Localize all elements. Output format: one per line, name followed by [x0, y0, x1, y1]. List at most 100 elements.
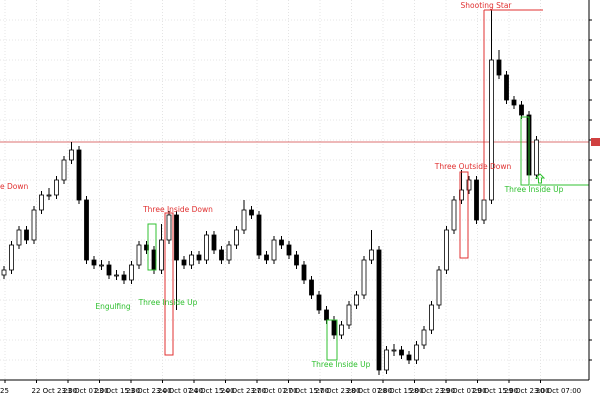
candle-body — [391, 349, 397, 352]
candle-body — [301, 264, 307, 281]
candle-body — [61, 159, 67, 181]
candle-body — [511, 99, 517, 106]
candle-body — [294, 254, 299, 266]
candle-body — [534, 139, 539, 176]
pattern-label: Three Inside Up — [138, 298, 198, 307]
candle-body — [114, 274, 119, 277]
candle-body — [421, 329, 427, 346]
candle-body — [384, 349, 389, 371]
candle-body — [279, 239, 284, 246]
candle-body — [249, 209, 254, 216]
x-tick-label: 25 — [0, 387, 9, 395]
candle-body — [84, 199, 89, 261]
x-tick-label: 23 Oct 23:00 — [126, 387, 172, 395]
pattern-box — [147, 223, 157, 271]
pattern-label: Three Inside Up — [504, 185, 564, 194]
arrow-icon — [534, 173, 546, 184]
candle-body — [376, 249, 382, 371]
candle-body — [504, 74, 509, 101]
candle-body — [324, 309, 329, 321]
candle-body — [489, 59, 494, 201]
pattern-label: Three Outside Down — [434, 162, 512, 171]
candle-body — [69, 149, 74, 161]
pattern-label: Engulfing — [95, 302, 131, 311]
candle-body — [444, 229, 449, 271]
candle-body — [174, 214, 179, 261]
candle-body — [54, 179, 59, 196]
candle-body — [481, 199, 487, 221]
x-tick-label: 22 Oct 23:00 — [32, 387, 78, 395]
candle-body — [286, 244, 292, 256]
candle-body — [399, 349, 404, 356]
candle-body — [271, 239, 277, 261]
x-tick-label: 28 Oct 07:00 — [347, 387, 393, 395]
candle-body — [99, 264, 104, 267]
candle-body — [31, 209, 37, 241]
candle-body — [264, 254, 269, 261]
candle-body — [309, 279, 314, 296]
candle-body — [121, 274, 127, 281]
x-tick-label: 24 Oct 23:00 — [221, 387, 267, 395]
pattern-label: e Down — [0, 182, 28, 191]
candle-body — [466, 179, 472, 191]
x-tick-label: 29 Oct 15:00 — [473, 387, 519, 395]
x-tick-label: 29 Oct 07:00 — [441, 387, 487, 395]
pattern-box — [164, 212, 174, 356]
candle-body — [339, 324, 344, 336]
pattern-box — [520, 116, 530, 186]
x-tick-label: 23 Oct 15:00 — [95, 387, 141, 395]
candle-body — [166, 214, 172, 241]
candle-body — [151, 249, 157, 271]
pattern-label: Shooting Star — [461, 1, 513, 10]
candle-body — [369, 249, 374, 261]
candle-body — [39, 194, 44, 211]
candle-body — [519, 104, 524, 116]
candle-body — [46, 194, 52, 197]
pattern-label: Three Inside Up — [311, 360, 371, 369]
candle-body — [406, 354, 412, 361]
x-tick-label: 27 Oct 07:00 — [252, 387, 298, 395]
candle-body — [24, 229, 29, 241]
candle-body — [316, 294, 322, 311]
candle-body — [226, 244, 232, 261]
x-tick-label: 29 Oct 23:00 — [504, 387, 550, 395]
candle-body — [204, 234, 209, 261]
candle-body — [189, 254, 194, 266]
x-tick-label: 28 Oct 23:00 — [410, 387, 456, 395]
candle-body — [196, 254, 202, 261]
x-tick-label: 24 Oct 07:00 — [158, 387, 204, 395]
price-axis — [589, 0, 600, 400]
x-tick-label: 23 Oct 07:00 — [63, 387, 109, 395]
candle-body — [256, 214, 262, 256]
candle-body — [414, 344, 419, 361]
candle-body — [354, 294, 359, 306]
candle-body — [346, 304, 352, 326]
candle-body — [16, 229, 22, 246]
pattern-box — [326, 319, 338, 361]
pattern-label: Three Inside Down — [142, 205, 213, 214]
candle-body — [129, 264, 134, 281]
candle-body — [91, 259, 97, 266]
candle-body — [436, 269, 442, 306]
candle-body — [159, 239, 164, 271]
price-marker — [591, 138, 600, 146]
candle-body — [361, 259, 367, 296]
candle-body — [219, 249, 224, 261]
candle-body — [241, 209, 247, 231]
x-tick-label: 24 Oct 15:00 — [189, 387, 235, 395]
x-tick-label: 27 Oct 23:00 — [315, 387, 361, 395]
candle-body — [76, 149, 82, 201]
candle-body — [1, 269, 7, 276]
x-tick-label: 28 Oct 15:00 — [378, 387, 424, 395]
candle-body — [9, 244, 14, 271]
pattern-box — [459, 171, 469, 259]
candle-body — [474, 179, 479, 221]
candle-body — [331, 319, 337, 336]
candle-body — [136, 244, 142, 266]
candle-body — [496, 59, 502, 76]
candle-body — [234, 229, 239, 246]
candle-body — [429, 304, 434, 331]
candle-body — [181, 259, 187, 266]
x-tick-label: 30 Oct 07:00 — [536, 387, 582, 395]
